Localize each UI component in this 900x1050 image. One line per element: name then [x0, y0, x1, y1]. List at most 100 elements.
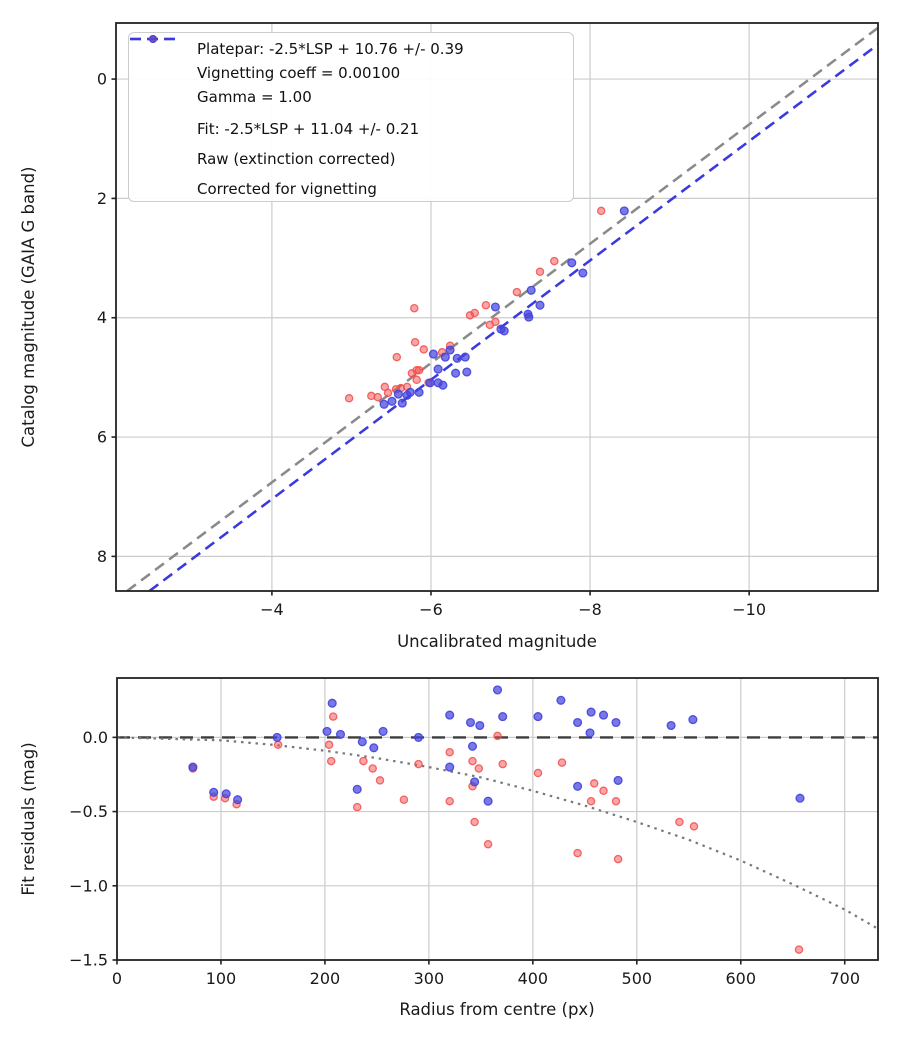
data-point-raw: [481, 300, 491, 310]
y-tick-label: −0.5: [69, 802, 108, 821]
data-point-corrected: [445, 710, 455, 720]
data-point-corrected: [322, 726, 332, 736]
y-tick-label: 6: [97, 428, 107, 447]
y-tick-label: −1.5: [69, 951, 108, 970]
data-point-corrected: [535, 300, 545, 310]
data-point-raw: [445, 796, 454, 806]
data-point-raw: [483, 839, 493, 849]
data-point-raw: [368, 764, 377, 773]
legend-entry-raw: Raw (extinction corrected): [133, 34, 573, 174]
data-point-raw: [414, 365, 424, 375]
data-point-raw: [573, 848, 582, 858]
data-point-raw: [474, 764, 484, 773]
legend-entry-platepar: Platepar: -2.5*LSP + 10.76 +/- 0.39 Vign…: [130, 37, 573, 109]
data-point-corrected: [475, 720, 485, 731]
data-point-corrected: [438, 380, 448, 390]
data-point-raw: [344, 394, 354, 403]
data-point-corrected: [387, 396, 397, 406]
legend-label-fit: Fit: -2.5*LSP + 11.04 +/- 0.21: [197, 120, 420, 138]
data-point-raw: [613, 854, 623, 864]
data-point-corrected: [327, 698, 337, 708]
data-point-raw: [535, 267, 545, 277]
data-point-corrected: [598, 710, 609, 720]
data-point-raw: [359, 756, 368, 766]
data-point-raw: [419, 345, 429, 354]
data-point-raw: [373, 392, 382, 402]
data-point-raw: [392, 352, 402, 362]
data-point-raw: [468, 756, 477, 766]
bottom-xaxis-label: Radius from centre (px): [399, 1000, 594, 1019]
data-point-corrected: [619, 206, 629, 216]
y-tick-label: −1.0: [69, 876, 108, 895]
data-point-raw: [328, 712, 338, 721]
legend: Platepar: -2.5*LSP + 10.76 +/- 0.39 Vign…: [128, 32, 574, 202]
x-tick-label: 200: [310, 969, 341, 988]
data-point-raw: [352, 802, 362, 812]
data-point-corrected: [397, 398, 407, 408]
x-tick-label: 300: [414, 969, 445, 988]
top-xaxis-label: Uncalibrated magnitude: [397, 632, 597, 651]
legend-label-platepar-2: Vignetting coeff = 0.00100: [197, 64, 401, 82]
x-tick-label: 0: [112, 969, 122, 988]
corrected-dot-legend-marker: [149, 34, 158, 44]
data-point-corrected: [533, 712, 543, 722]
data-point-corrected: [556, 695, 566, 705]
data-point-corrected: [586, 707, 596, 717]
data-point-corrected: [425, 378, 435, 388]
y-tick-label: 0.0: [83, 728, 108, 747]
data-point-corrected: [233, 795, 243, 805]
data-point-raw: [675, 817, 684, 827]
legend-label-platepar-3: Gamma = 1.00: [197, 88, 312, 106]
data-point-corrected: [460, 352, 470, 362]
axis-frame: [116, 677, 879, 961]
data-point-raw: [410, 303, 419, 313]
data-point-corrected: [405, 387, 415, 397]
data-point-corrected: [470, 777, 480, 787]
data-point-raw: [410, 337, 420, 347]
legend-entry-fit: Fit: -2.5*LSP + 11.04 +/- 0.21: [130, 37, 573, 144]
data-point-corrected: [352, 784, 362, 794]
x-tick-label: −8: [578, 600, 602, 619]
data-point-corrected: [445, 345, 455, 355]
data-point-corrected: [378, 726, 388, 736]
data-point-corrected: [611, 717, 621, 728]
data-point-corrected: [188, 762, 198, 772]
data-point-corrected: [272, 732, 282, 742]
data-point-corrected: [498, 712, 508, 722]
data-point-corrected: [393, 389, 403, 399]
data-point-raw: [375, 776, 385, 785]
data-point-raw: [491, 317, 500, 327]
data-point-corrected: [414, 387, 424, 397]
data-point-raw: [689, 822, 699, 831]
y-tick-label: 2: [97, 189, 107, 208]
data-point-corrected: [524, 312, 534, 322]
data-point-corrected: [209, 787, 219, 797]
x-tick-label: −10: [732, 600, 766, 619]
x-tick-label: 600: [725, 969, 756, 988]
data-point-corrected: [688, 715, 698, 725]
data-point-corrected: [578, 268, 588, 278]
data-point-raw: [412, 375, 421, 385]
data-point-corrected: [585, 728, 595, 738]
data-point-raw: [326, 756, 336, 766]
data-point-corrected: [526, 285, 536, 295]
data-point-raw: [512, 287, 522, 297]
legend-label-platepar-1: Platepar: -2.5*LSP + 10.76 +/- 0.39: [197, 40, 464, 58]
x-tick-label: −6: [419, 600, 443, 619]
residuals-plot: 0 100 200 300 400 500 600 700 0.0 −0.5 −1.0 −1.5: [69, 677, 879, 988]
data-point-corrected: [490, 302, 500, 312]
data-point-corrected: [369, 743, 379, 753]
data-point-raw: [794, 945, 804, 954]
bottom-yaxis-label: Fit residuals (mag): [19, 742, 38, 895]
data-point-raw: [383, 388, 393, 398]
data-point-raw: [324, 740, 334, 750]
data-point-raw: [493, 731, 502, 741]
x-tick-label: 400: [518, 969, 549, 988]
data-point-corrected: [445, 762, 455, 772]
data-point-corrected: [451, 368, 461, 378]
data-point-raw: [498, 759, 507, 769]
data-point-corrected: [462, 367, 472, 377]
data-point-corrected: [467, 741, 478, 751]
data-point-raw: [399, 795, 409, 804]
